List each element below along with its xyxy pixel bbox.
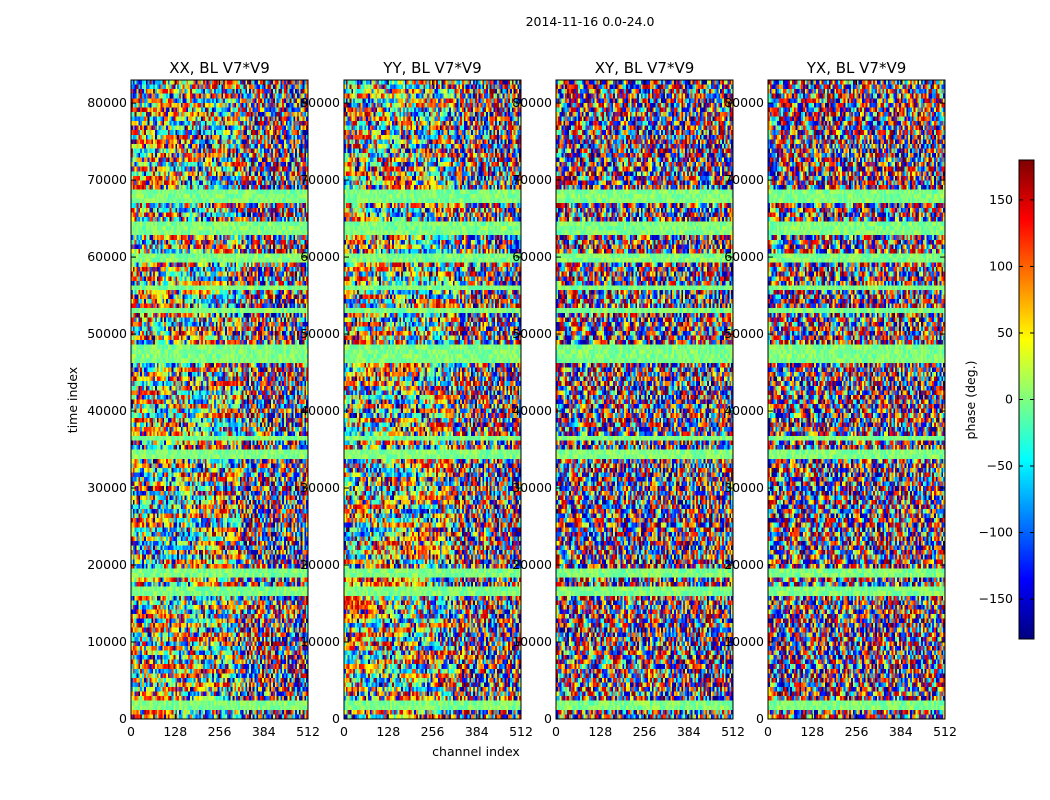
panel-3: YX, BL V7*V9 0 128 256 384 512 0 10000 20000 3000… [724, 59, 957, 739]
x-tick-label: 0 [552, 724, 560, 739]
x-tick-label: 256 [421, 724, 445, 739]
panel-1: YY, BL V7*V9 0 128 256 384 512 0 10000 20000 3000… [300, 59, 533, 739]
y-tick-label: 10000 [87, 634, 127, 649]
panel-2: XY, BL V7*V9 0 128 256 384 512 0 10000 20000 3000… [512, 59, 745, 739]
y-tick-label: 20000 [300, 557, 340, 572]
y-tick-label: 40000 [87, 403, 127, 418]
y-tick-label: 30000 [512, 480, 552, 495]
y-tick-label: 0 [544, 711, 552, 726]
y-tick-label: 40000 [300, 403, 340, 418]
x-tick-label: 384 [677, 724, 701, 739]
y-tick-label: 80000 [87, 95, 127, 110]
colorbar-tick-label: 50 [997, 325, 1013, 340]
colorbar-tick-label: 150 [989, 192, 1013, 207]
y-tick-label: 60000 [512, 249, 552, 264]
x-tick-label: 512 [509, 724, 533, 739]
colorbar-tick-label: −100 [979, 525, 1013, 540]
y-tick-label: 50000 [87, 326, 127, 341]
y-tick-label: 70000 [724, 172, 764, 187]
y-tick-label: 80000 [300, 95, 340, 110]
x-axis-label: channel index [432, 744, 520, 759]
panels-group: XX, BL V7*V9 0 128 256 384 512 0 10000 20000 3000… [87, 59, 957, 739]
y-tick-label: 70000 [300, 172, 340, 187]
y-tick-label: 30000 [724, 480, 764, 495]
y-tick-label: 20000 [512, 557, 552, 572]
x-tick-label: 512 [296, 724, 320, 739]
y-tick-label: 40000 [724, 403, 764, 418]
x-tick-label: 384 [889, 724, 913, 739]
colorbar-tick-label: 0 [1005, 392, 1013, 407]
colorbar-label: phase (deg.) [963, 361, 978, 440]
panel-title: YY, BL V7*V9 [382, 59, 481, 77]
x-tick-label: 128 [588, 724, 612, 739]
phase-texture [131, 80, 308, 719]
y-tick-label: 0 [756, 711, 764, 726]
x-tick-label: 0 [764, 724, 772, 739]
x-tick-label: 128 [376, 724, 400, 739]
y-tick-label: 10000 [300, 634, 340, 649]
y-tick-label: 30000 [300, 480, 340, 495]
phase-texture [344, 80, 521, 719]
y-tick-label: 80000 [512, 95, 552, 110]
y-tick-label: 0 [119, 711, 127, 726]
y-tick-label: 40000 [512, 403, 552, 418]
phase-texture [768, 80, 945, 719]
x-tick-label: 384 [252, 724, 276, 739]
y-tick-label: 60000 [724, 249, 764, 264]
colorbar: −150 −100 −50 0 50 100 150 phase (deg.) [963, 160, 1034, 639]
y-tick-label: 80000 [724, 95, 764, 110]
y-tick-label: 50000 [724, 326, 764, 341]
x-tick-label: 384 [465, 724, 489, 739]
x-tick-label: 0 [127, 724, 135, 739]
x-tick-label: 0 [340, 724, 348, 739]
y-tick-label: 70000 [87, 172, 127, 187]
x-tick-label: 256 [633, 724, 657, 739]
y-tick-label: 10000 [724, 634, 764, 649]
colorbar-tick-label: 100 [989, 258, 1013, 273]
phase-texture [556, 80, 733, 719]
x-tick-label: 256 [208, 724, 232, 739]
y-tick-label: 50000 [300, 326, 340, 341]
colorbar-tick-label: −50 [987, 458, 1013, 473]
x-tick-label: 256 [845, 724, 869, 739]
figure-title: 2014-11-16 0.0-24.0 [526, 14, 655, 29]
y-tick-label: 20000 [87, 557, 127, 572]
x-tick-label: 128 [800, 724, 824, 739]
y-tick-label: 20000 [724, 557, 764, 572]
colorbar-tick-label: −150 [979, 591, 1013, 606]
y-tick-label: 30000 [87, 480, 127, 495]
y-tick-label: 60000 [300, 249, 340, 264]
panel-title: YX, BL V7*V9 [806, 59, 907, 77]
panel-title: XY, BL V7*V9 [595, 59, 695, 77]
y-tick-label: 10000 [512, 634, 552, 649]
y-axis-label: time index [65, 367, 80, 433]
x-tick-label: 128 [163, 724, 187, 739]
y-tick-label: 0 [332, 711, 340, 726]
x-tick-label: 512 [933, 724, 957, 739]
x-tick-label: 512 [721, 724, 745, 739]
y-tick-label: 70000 [512, 172, 552, 187]
y-tick-label: 50000 [512, 326, 552, 341]
panel-title: XX, BL V7*V9 [169, 59, 270, 77]
y-tick-label: 60000 [87, 249, 127, 264]
panel-0: XX, BL V7*V9 0 128 256 384 512 0 10000 20000 3000… [87, 59, 320, 739]
